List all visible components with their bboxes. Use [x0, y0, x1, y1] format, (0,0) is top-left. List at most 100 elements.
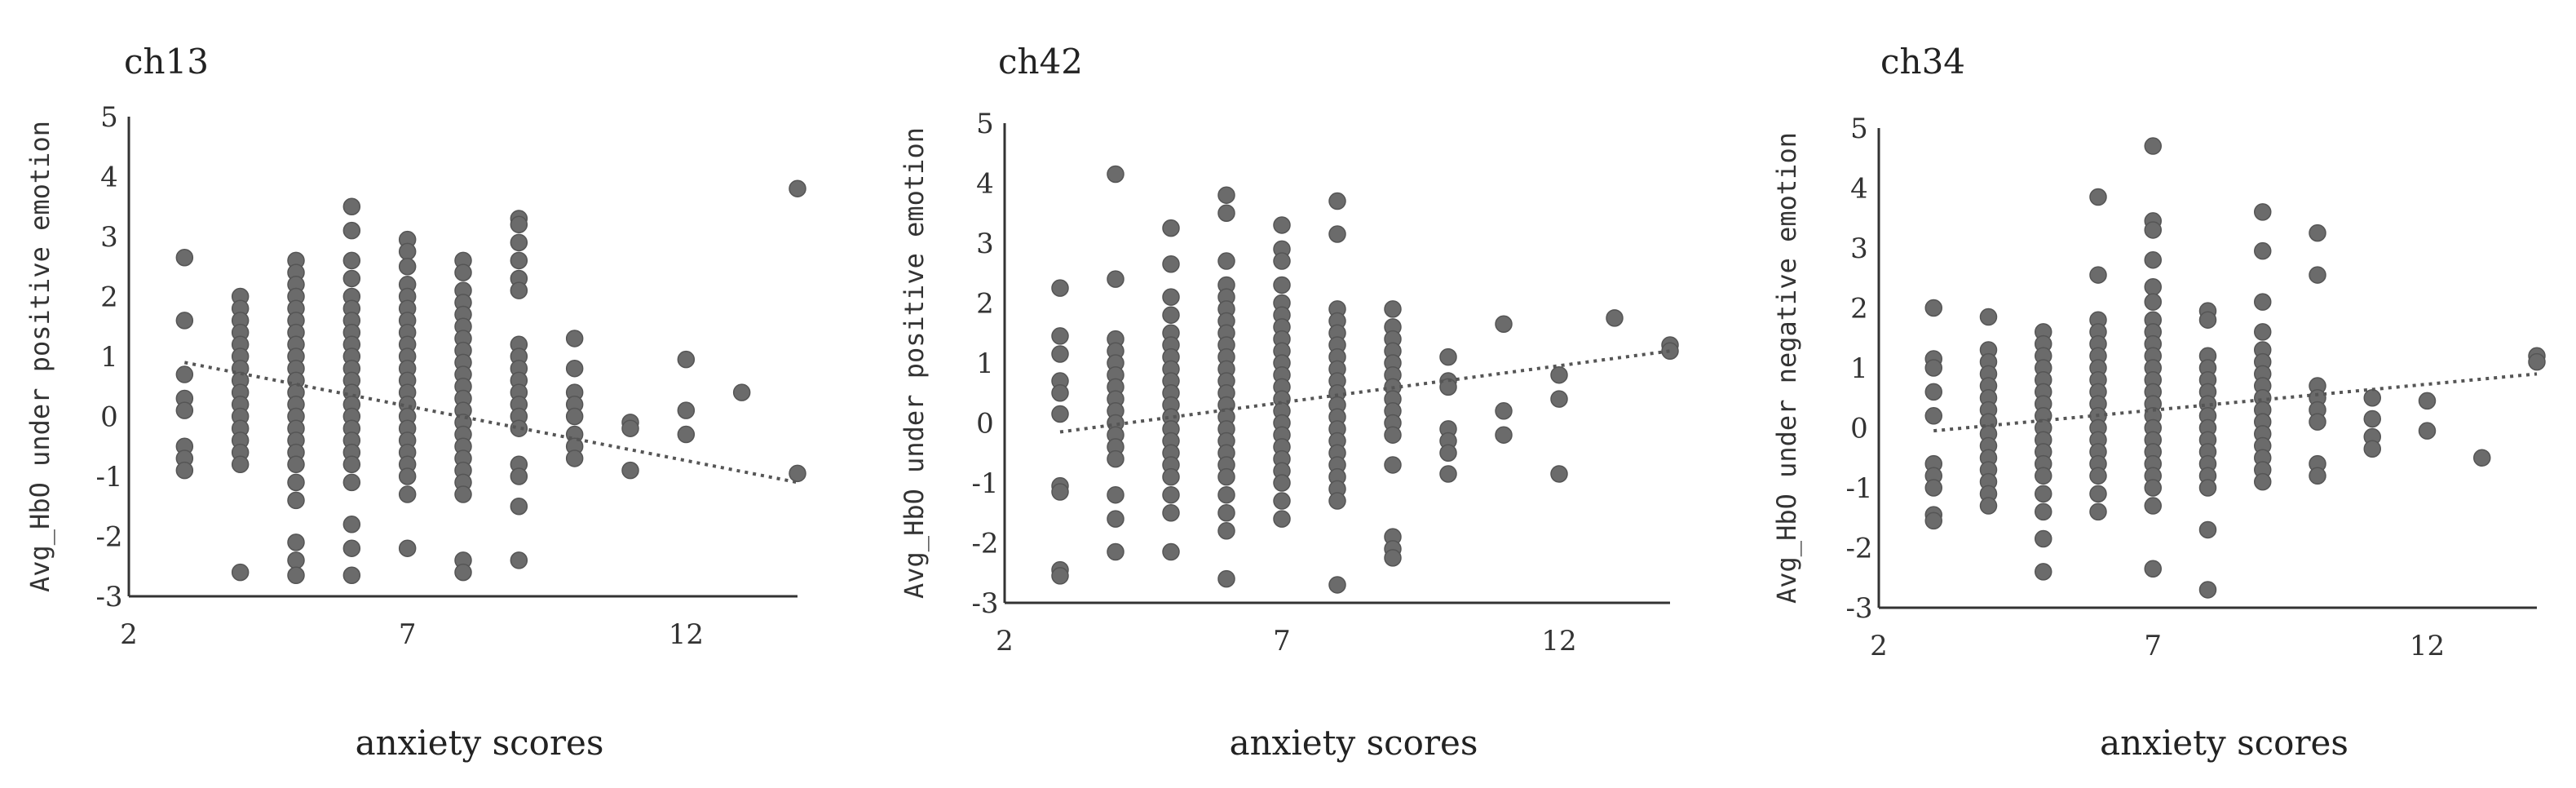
data-point: [1384, 300, 1402, 318]
data-point: [342, 251, 361, 270]
data-point: [2089, 188, 2107, 206]
y-tick-label: 2: [100, 281, 118, 314]
chart-title: ch13: [124, 42, 209, 82]
data-point: [621, 419, 639, 437]
data-point: [1217, 522, 1235, 540]
data-point: [510, 419, 528, 437]
data-point: [287, 533, 305, 551]
data-point: [1162, 219, 1180, 237]
data-point: [2035, 529, 2052, 548]
data-point: [1162, 255, 1180, 273]
data-point: [1217, 504, 1235, 522]
data-point: [2473, 449, 2491, 467]
y-tick-label: -2: [1845, 533, 1872, 565]
data-point: [2309, 266, 2326, 284]
data-point: [2254, 472, 2272, 491]
data-point: [1273, 276, 1291, 294]
y-tick-label: 5: [976, 108, 994, 140]
data-point: [1051, 345, 1069, 363]
data-point: [732, 383, 751, 401]
data-point: [2144, 137, 2162, 155]
data-point: [1439, 348, 1457, 366]
data-point: [1606, 309, 1624, 327]
y-tick-label: 0: [976, 408, 994, 440]
data-point: [2035, 563, 2052, 581]
y-tick-label: 1: [1850, 352, 1868, 385]
data-point: [1924, 479, 1942, 497]
y-tick-label: 4: [1850, 173, 1868, 206]
data-point: [2144, 278, 2162, 296]
data-point: [398, 258, 417, 276]
data-point: [231, 455, 250, 474]
data-point: [1550, 365, 1568, 384]
data-point: [1217, 485, 1235, 504]
y-tick-label: 4: [976, 168, 994, 201]
data-point: [2144, 221, 2162, 239]
data-point: [1162, 288, 1180, 306]
data-point: [1495, 426, 1513, 444]
data-point: [1273, 216, 1291, 234]
data-point: [1979, 308, 1998, 326]
data-point: [342, 221, 361, 240]
data-point: [565, 330, 584, 348]
data-point: [454, 485, 472, 503]
data-point: [1328, 492, 1346, 510]
data-point: [1550, 465, 1568, 483]
data-point: [1924, 359, 1942, 377]
y-tick-label: 0: [100, 401, 118, 434]
data-point: [2089, 467, 2107, 485]
data-point: [2144, 497, 2162, 515]
x-tick-label: 12: [2410, 630, 2445, 662]
data-point: [2309, 413, 2326, 431]
y-tick-label: -3: [971, 587, 998, 620]
x-axis-label: anxiety scores: [356, 723, 604, 763]
data-point: [510, 498, 528, 516]
trendline: [1933, 372, 2538, 433]
data-point: [175, 365, 194, 383]
data-point: [1273, 492, 1291, 510]
data-point: [175, 461, 194, 480]
data-point: [1107, 449, 1125, 468]
data-point: [1924, 511, 1942, 530]
y-tick-label: -1: [971, 467, 998, 500]
data-point: [1051, 483, 1069, 501]
y-tick-label: -3: [1845, 592, 1872, 625]
data-point: [1162, 306, 1180, 324]
data-point: [1107, 270, 1125, 288]
data-point: [1273, 252, 1291, 270]
data-point: [2418, 392, 2437, 410]
x-tick-label: 7: [399, 618, 417, 651]
data-point: [2198, 581, 2217, 599]
data-point: [175, 401, 194, 419]
data-point: [2144, 479, 2162, 497]
y-axis-label: Avg_HbO under positive emotion: [899, 127, 930, 599]
data-point: [1924, 299, 1942, 317]
data-point: [1661, 342, 1679, 361]
y-tick-label: 5: [100, 101, 118, 134]
data-point: [510, 233, 528, 252]
y-tick-label: 5: [1850, 113, 1868, 145]
data-point: [398, 242, 417, 261]
y-tick-label: 0: [1850, 413, 1868, 445]
data-point: [2254, 293, 2272, 311]
data-point: [175, 248, 194, 267]
data-point: [2363, 409, 2381, 428]
data-point: [2198, 311, 2217, 329]
x-tick-label: 7: [1273, 625, 1291, 657]
data-point: [621, 461, 639, 480]
data-point: [2035, 467, 2052, 485]
data-point: [1107, 165, 1125, 184]
data-point: [1550, 390, 1568, 408]
data-point: [510, 215, 528, 234]
data-point: [510, 551, 528, 569]
x-axis-label: anxiety scores: [1230, 723, 1478, 763]
y-axis-label: Avg_HbO under positive emotion: [24, 121, 55, 592]
data-point: [398, 485, 417, 503]
y-tick-label: -2: [971, 528, 998, 560]
x-tick-label: 2: [120, 618, 138, 651]
data-point: [342, 455, 361, 474]
data-point: [1051, 327, 1069, 345]
data-point: [1384, 549, 1402, 567]
